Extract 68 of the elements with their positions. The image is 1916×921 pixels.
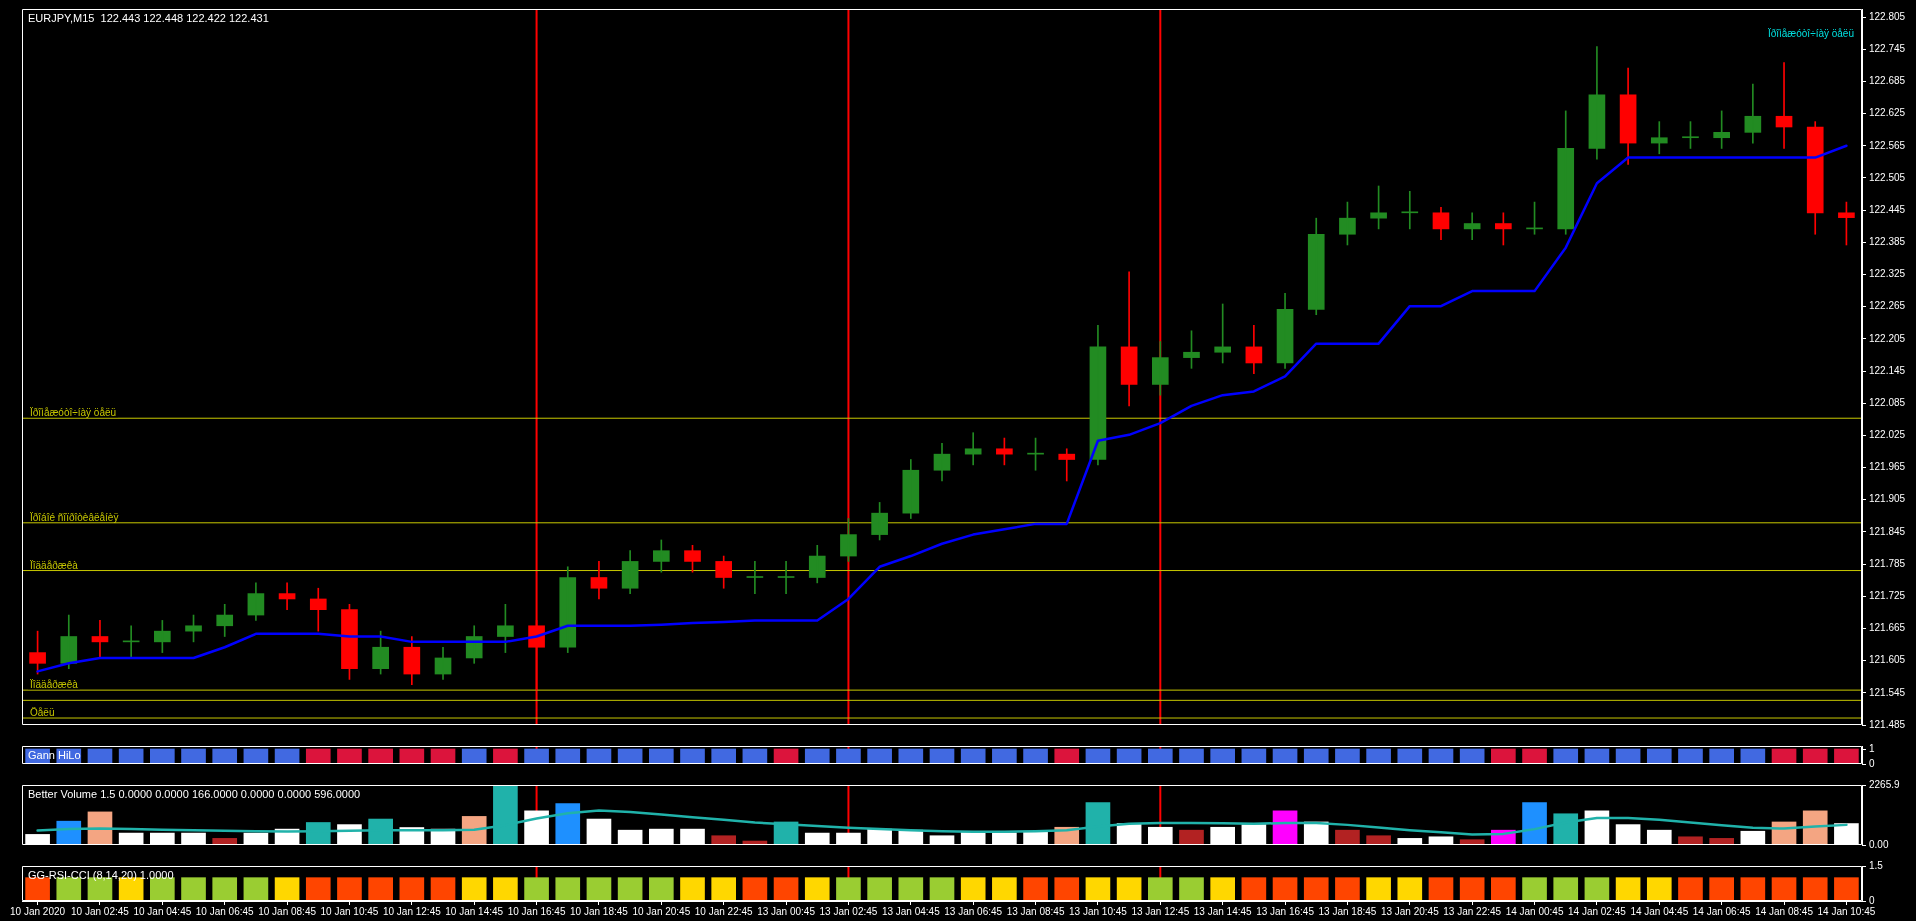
x-tick-label: 10 Jan 2020 [10, 905, 66, 917]
x-tick-label: 13 Jan 08:45 [1006, 905, 1065, 917]
x-tick-label: 13 Jan 06:45 [944, 905, 1003, 917]
x-tick-label: 14 Jan 02:45 [1568, 905, 1627, 917]
x-tick-label: 14 Jan 06:45 [1692, 905, 1752, 917]
y-tick-label: 122.265 [1869, 300, 1906, 312]
x-tick-label: 14 Jan 08:45 [1755, 905, 1814, 917]
y-tick-label: 122.325 [1869, 268, 1906, 280]
chart-title: EURJPY,M15 122.443 122.448 122.422 122.431 [28, 12, 269, 24]
y-tick-label: 122.145 [1869, 364, 1906, 376]
y-tick-label: 122.565 [1869, 139, 1906, 151]
y-tick-label: 0.00 [1869, 838, 1889, 850]
x-tick-label: 14 Jan 04:45 [1630, 905, 1689, 917]
x-tick-label: 10 Jan 18:45 [570, 905, 629, 917]
x-tick-label: 13 Jan 10:45 [1069, 905, 1128, 917]
x-tick-label: 13 Jan 02:45 [819, 905, 878, 917]
y-tick-label: 121.965 [1869, 461, 1906, 473]
x-tick-label: 10 Jan 14:45 [445, 905, 504, 917]
x-tick-label: 10 Jan 12:45 [382, 905, 442, 917]
y-tick-label: 122.385 [1869, 236, 1906, 248]
y-tick-label: 0 [1869, 757, 1875, 769]
chart-title: Better Volume 1.5 0.0000 0.0000 166.0000 0.0000 0.0000 596.0000 [28, 788, 361, 800]
x-tick-label: 13 Jan 00:45 [757, 905, 816, 917]
annotation: Ïðîìåæóòî÷íàÿ öåëü [1767, 28, 1854, 39]
x-tick-label: 10 Jan 06:45 [195, 905, 255, 917]
x-tick-label: 13 Jan 14:45 [1193, 905, 1253, 917]
x-tick-label: 14 Jan 00:45 [1505, 905, 1564, 917]
y-tick-label: 122.745 [1869, 42, 1906, 54]
x-tick-label: 14 Jan 10:45 [1817, 905, 1876, 917]
y-tick-label: 122.085 [1869, 396, 1906, 408]
x-tick-label: 13 Jan 18:45 [1318, 905, 1377, 917]
y-tick-label: 121.605 [1869, 654, 1906, 666]
x-tick-label: 10 Jan 20:45 [632, 905, 691, 917]
y-tick-label: 0 [1869, 894, 1875, 906]
x-tick-label: 13 Jan 22:45 [1443, 905, 1502, 917]
y-tick-label: 122.025 [1869, 429, 1906, 441]
y-tick-label: 122.505 [1869, 171, 1906, 183]
x-tick-label: 10 Jan 10:45 [320, 905, 379, 917]
y-tick-label: 1.5 [1869, 859, 1884, 871]
y-tick-label: 122.625 [1869, 107, 1906, 119]
x-tick-label: 13 Jan 20:45 [1380, 905, 1440, 917]
x-tick-label: 13 Jan 16:45 [1256, 905, 1315, 917]
ref-line-label: Ïðîìåæóòî÷íàÿ öåëü [30, 407, 117, 419]
ref-line-label: Ïîääåðæêà [30, 679, 79, 691]
y-tick-label: 122.685 [1869, 75, 1906, 87]
y-tick-label: 2265.9 [1869, 778, 1901, 790]
y-tick-label: 121.905 [1869, 493, 1906, 505]
y-tick-label: 121.845 [1869, 525, 1906, 537]
y-tick-label: 121.725 [1869, 590, 1906, 602]
x-tick-label: 13 Jan 04:45 [881, 905, 941, 917]
y-tick-label: 121.485 [1869, 718, 1906, 730]
y-tick-label: 122.205 [1869, 332, 1906, 344]
y-tick-label: 122.805 [1869, 10, 1906, 22]
ref-line-label: Ïîääåðæêà [30, 559, 79, 571]
x-tick-label: 13 Jan 12:45 [1131, 905, 1190, 917]
x-tick-label: 10 Jan 02:45 [71, 905, 130, 917]
x-tick-label: 10 Jan 08:45 [258, 905, 317, 917]
y-tick-label: 1 [1869, 742, 1875, 754]
ref-line-label: Ïðîáîé ñîïðîòèâëåíèÿ [30, 511, 119, 523]
x-tick-label: 10 Jan 16:45 [507, 905, 566, 917]
x-tick-label: 10 Jan 04:45 [133, 905, 192, 917]
chart-title: GG-RSI-CCI (8,14,20) 1.0000 [28, 869, 174, 881]
y-tick-label: 121.785 [1869, 557, 1906, 569]
y-tick-label: 121.665 [1869, 622, 1906, 634]
ref-line-label: Öåëü [30, 707, 55, 719]
x-tick-label: 10 Jan 22:45 [694, 905, 754, 917]
y-tick-label: 121.545 [1869, 686, 1906, 698]
y-tick-label: 122.445 [1869, 203, 1906, 215]
